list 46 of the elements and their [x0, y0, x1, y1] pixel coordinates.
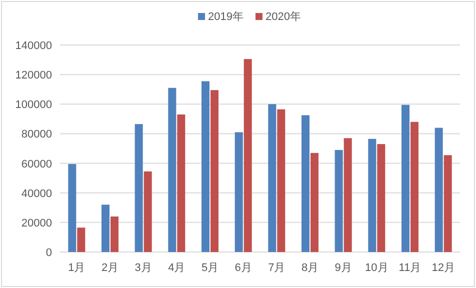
bar [434, 128, 443, 252]
bar [177, 114, 186, 252]
y-tick-label: 80000 [21, 128, 52, 141]
bar [210, 90, 218, 252]
bar [368, 138, 376, 252]
bar [77, 228, 86, 252]
x-tick-label: 5月 [201, 262, 219, 274]
y-tick-label: 20000 [21, 217, 52, 230]
y-tick-label: 140000 [15, 40, 52, 52]
x-tick-label: 3月 [134, 262, 152, 274]
x-tick-label: 2月 [101, 262, 119, 274]
bar [144, 171, 152, 252]
bar [168, 88, 176, 252]
legend-label: 2019年 [208, 11, 244, 23]
bar [102, 204, 110, 252]
legend-label: 2020年 [265, 11, 301, 23]
bar [377, 144, 386, 252]
x-tick-label: 10月 [365, 262, 388, 274]
x-tick-label: 8月 [301, 262, 319, 274]
bar [234, 132, 243, 252]
bar [410, 122, 418, 252]
x-tick-label: 4月 [168, 262, 186, 274]
y-tick-label: 40000 [21, 188, 52, 200]
y-tick-label: 0 [46, 247, 52, 259]
bar [277, 109, 286, 252]
x-tick-label: 12月 [432, 262, 455, 274]
bar [268, 104, 276, 252]
x-tick-label: 1月 [68, 262, 86, 274]
x-tick-label: 11月 [398, 262, 422, 274]
x-tick-label: 9月 [334, 262, 352, 274]
y-tick-label: 100000 [15, 99, 52, 112]
bar [402, 104, 410, 252]
y-tick-label: 60000 [21, 158, 52, 170]
bar [202, 81, 210, 252]
bar [134, 124, 143, 252]
bar [334, 150, 343, 252]
bar [110, 216, 118, 252]
bar [244, 59, 252, 252]
x-tick-label: 7月 [268, 262, 286, 274]
bar [344, 138, 352, 252]
bar [310, 152, 318, 252]
bar [68, 164, 76, 252]
bar [302, 115, 310, 252]
y-tick-label: 120000 [15, 70, 52, 82]
x-tick-label: 6月 [234, 262, 252, 274]
bar [444, 155, 452, 252]
